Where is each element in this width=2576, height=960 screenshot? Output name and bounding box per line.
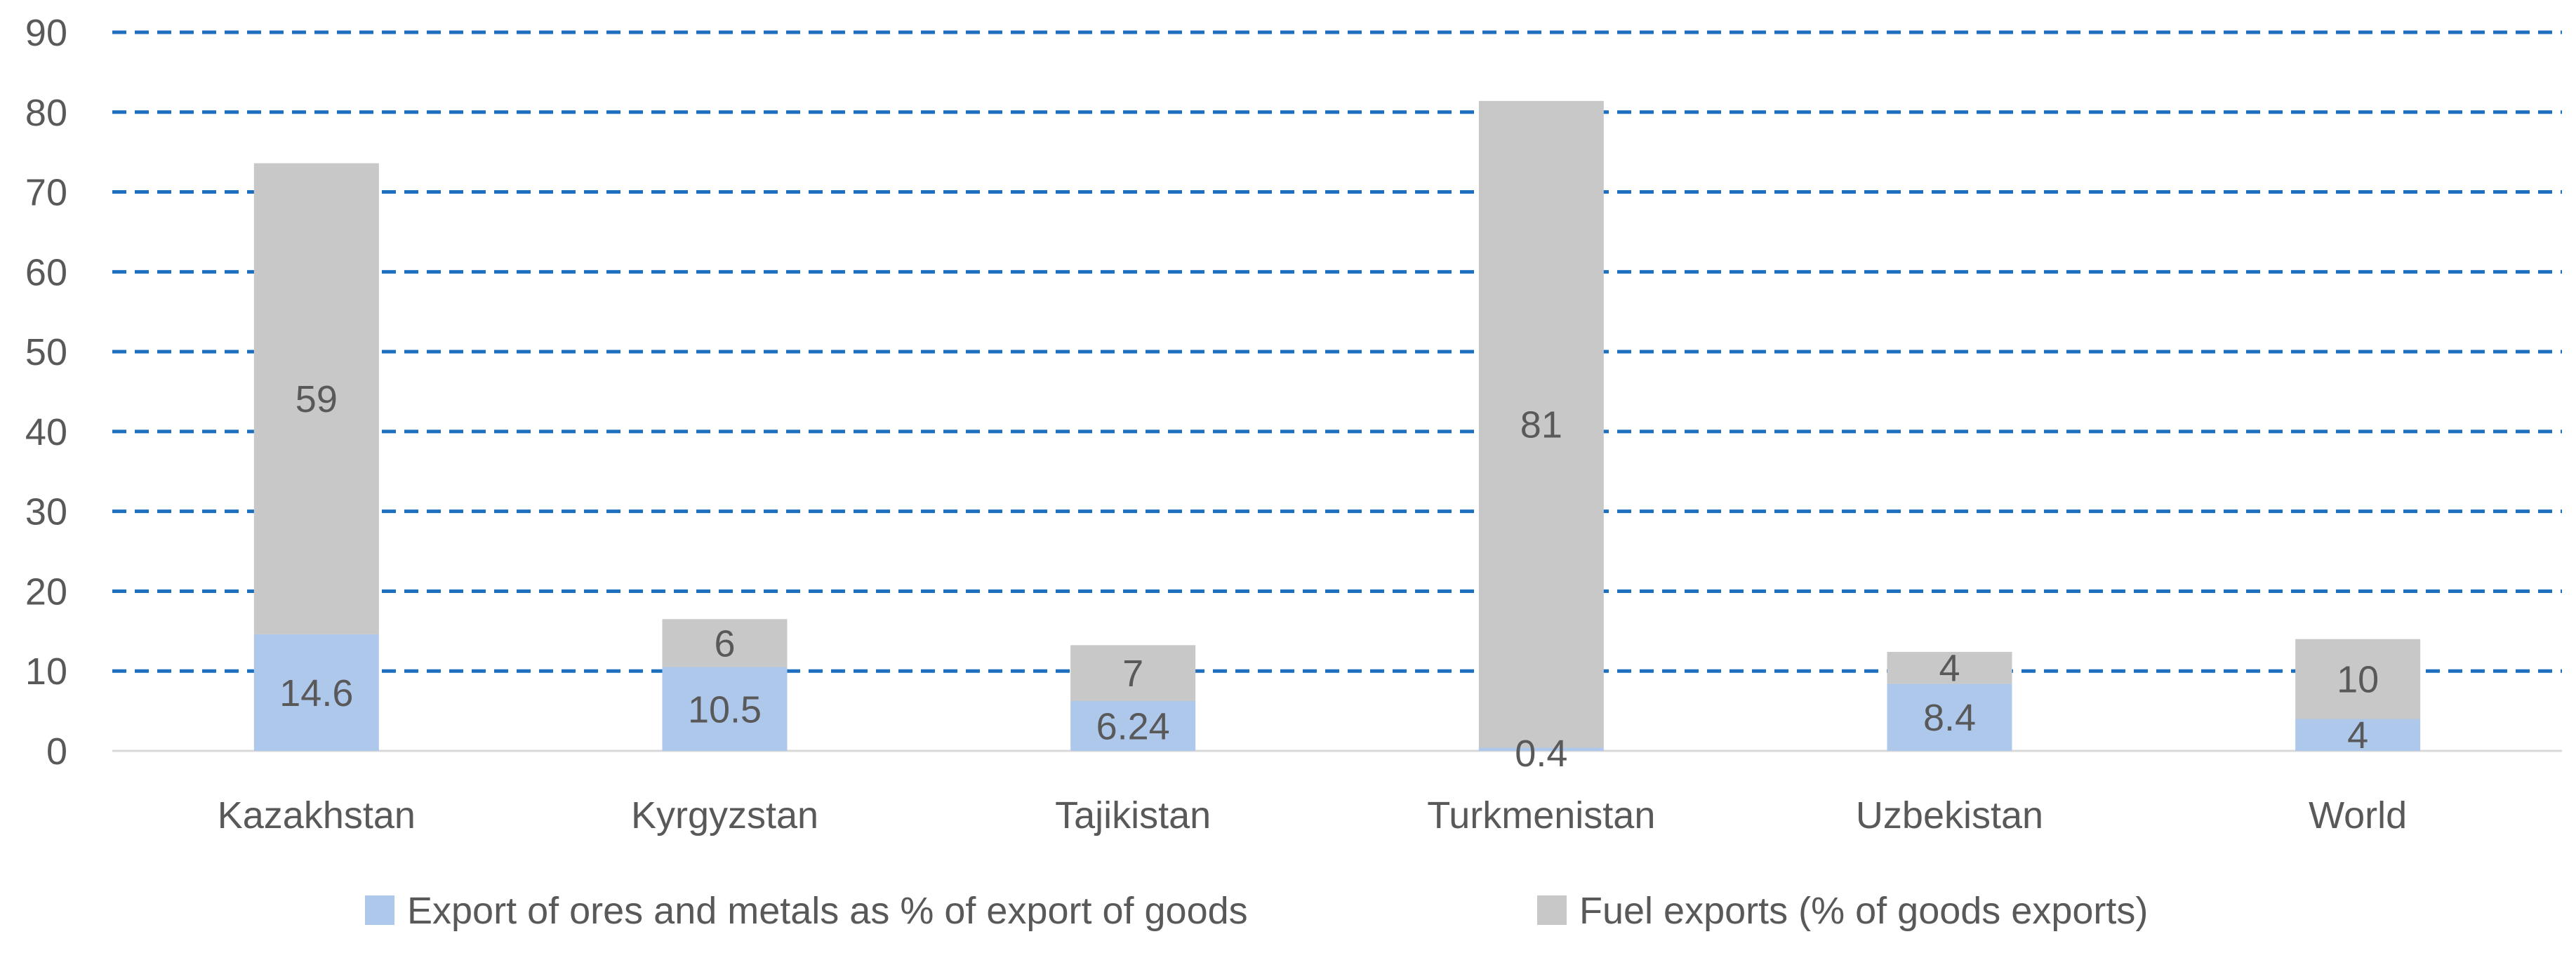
x-tick-label: Tajikistan	[1055, 794, 1211, 836]
y-tick-label: 70	[25, 172, 67, 214]
bar-segment	[1478, 747, 1604, 751]
x-tick-label: Kazakhstan	[218, 794, 416, 836]
y-tick-label: 90	[25, 12, 67, 54]
y-tick-label: 10	[25, 651, 67, 693]
x-tick-label: Kyrgyzstan	[631, 794, 818, 836]
data-label: 6	[714, 622, 735, 665]
legend: Export of ores and metals as % of export…	[365, 890, 2148, 932]
bar-segment	[1070, 701, 1196, 751]
bar-segment	[2295, 639, 2421, 719]
y-tick-label: 50	[25, 331, 67, 373]
bar-segment	[253, 163, 379, 634]
x-tick-label: Uzbekistan	[1856, 794, 2043, 836]
data-label: 7	[1122, 653, 1143, 695]
x-axis: Kazakhstan Kyrgyzstan Tajikistan Turkmenist…	[218, 794, 2407, 836]
x-tick-label: World	[2309, 794, 2407, 836]
bar-segment	[2295, 719, 2421, 751]
data-label: 8.4	[1923, 697, 1976, 739]
y-tick-label: 60	[25, 251, 67, 293]
bar-segment	[1887, 651, 2012, 684]
data-label: 81	[1520, 404, 1562, 446]
y-tick-label: 0	[46, 731, 67, 773]
y-tick-label: 80	[25, 92, 67, 134]
bar-segment	[253, 634, 379, 751]
bar-segment	[662, 667, 788, 751]
y-axis: 0 10 20 30 40 50 60 70 80 90	[25, 12, 67, 773]
legend-swatch	[1537, 895, 1567, 925]
legend-swatch	[365, 895, 394, 925]
legend-label: Fuel exports (% of goods exports)	[1579, 890, 2148, 932]
y-tick-label: 20	[25, 571, 67, 613]
legend-label: Export of ores and metals as % of export…	[407, 890, 1248, 932]
data-label: 4	[1939, 648, 1960, 690]
data-labels: 14.6 59 10.5 6 6.24 7 0.4 81 8.4 4 4 10	[279, 378, 2379, 775]
y-tick-label: 40	[25, 411, 67, 453]
bar-segment	[1478, 100, 1604, 748]
data-label: 10	[2337, 659, 2379, 701]
data-label: 6.24	[1096, 706, 1170, 748]
y-tick-label: 30	[25, 491, 67, 533]
data-label: 14.6	[279, 672, 353, 714]
x-tick-label: Turkmenistan	[1427, 794, 1655, 836]
data-label: 0.4	[1515, 733, 1567, 775]
bars	[253, 100, 2421, 751]
data-label: 4	[2347, 714, 2368, 756]
gridlines	[112, 30, 2562, 752]
bar-segment	[662, 619, 788, 667]
data-label: 59	[296, 378, 338, 420]
bar-segment	[1887, 684, 2012, 751]
data-label: 10.5	[688, 688, 762, 731]
bar-segment	[1070, 645, 1196, 702]
